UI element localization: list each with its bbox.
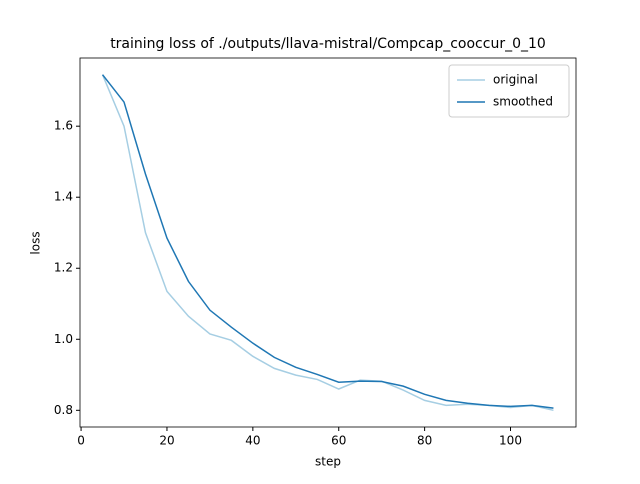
x-axis-label: step — [315, 455, 341, 469]
y-tick-label: 1.0 — [54, 332, 73, 346]
x-tick-label: 0 — [77, 434, 85, 448]
legend-label: smoothed — [493, 95, 553, 109]
y-axis-label: loss — [29, 231, 43, 254]
y-tick-label: 0.8 — [54, 403, 73, 417]
x-tick-label: 100 — [499, 434, 522, 448]
plot-frame — [79, 57, 577, 428]
x-tick-label: 20 — [159, 434, 174, 448]
x-tick-label: 80 — [417, 434, 432, 448]
line-series — [101, 74, 554, 409]
legend-label: original — [493, 73, 538, 87]
y-tick-label: 1.4 — [54, 190, 73, 204]
x-tick-label: 40 — [245, 434, 260, 448]
y-tick-label: 1.2 — [54, 261, 73, 275]
x-tick-label: 60 — [331, 434, 346, 448]
y-tick-label: 1.6 — [54, 119, 73, 133]
legend-box — [448, 64, 570, 118]
chart-title: training loss of ./outputs/llava-mistral… — [110, 36, 546, 52]
